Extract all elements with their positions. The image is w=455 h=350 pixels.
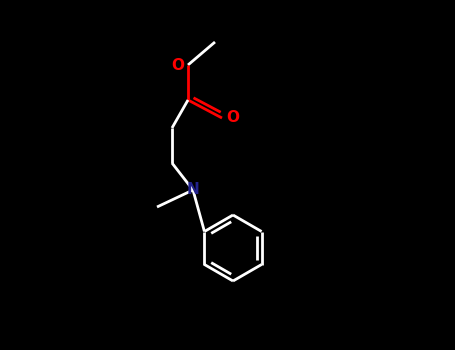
Text: O: O [171, 58, 184, 74]
Text: N: N [187, 182, 199, 196]
Text: O: O [226, 111, 239, 126]
